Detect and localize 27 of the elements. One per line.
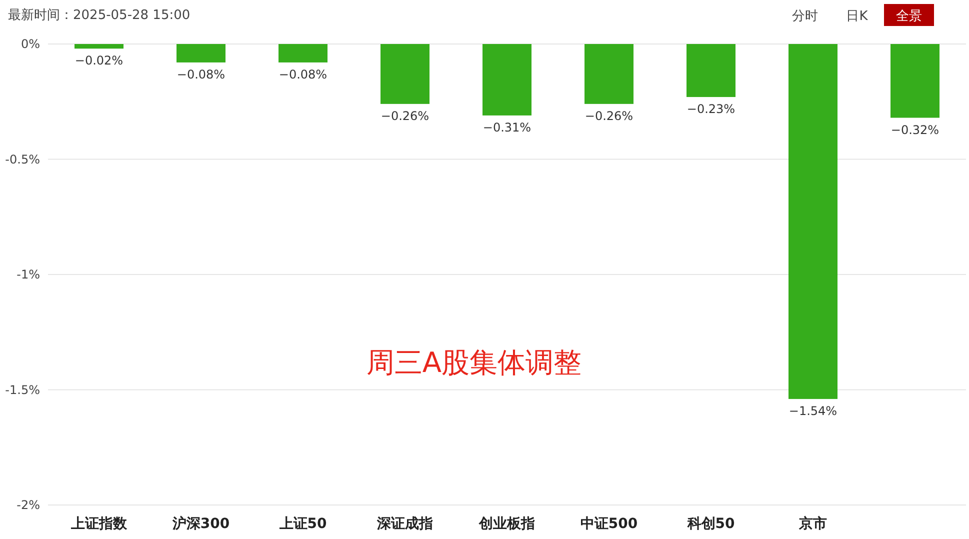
data-label: −0.26% <box>380 108 430 123</box>
data-label: −0.08% <box>176 67 226 82</box>
x-tick-label: 上证50 <box>278 516 327 532</box>
data-label: −0.31% <box>482 120 532 134</box>
data-label: −0.02% <box>74 54 124 68</box>
annotation: 周三A股集体调整 <box>366 346 582 379</box>
text: 分时 <box>792 9 818 24</box>
data-label: −0.26% <box>584 108 634 123</box>
data-label: −0.23% <box>686 102 736 116</box>
text: 全景 <box>896 9 922 24</box>
text: 日K <box>846 9 868 24</box>
data-label: −0.08% <box>278 67 328 82</box>
x-tick-label: 京市 <box>798 515 827 532</box>
chart-title: 最新时间：2025-05-28 15:00 <box>8 8 190 23</box>
y-tick-label: -0.5% <box>5 152 40 166</box>
x-tick-label: 深证成指 <box>376 516 433 532</box>
y-tick-label: -1.5% <box>5 382 40 397</box>
x-tick-label: 科创50 <box>686 516 735 532</box>
data-label: −1.54% <box>788 404 838 418</box>
y-tick-label: -1% <box>16 268 40 282</box>
data-label: −0.32% <box>890 122 940 137</box>
x-tick-label: 沪深300 <box>171 515 230 532</box>
x-tick-label: 上证指数 <box>70 516 128 532</box>
x-tick-label: 创业板指 <box>478 516 535 532</box>
y-tick-label: 0% <box>20 37 40 51</box>
x-tick-label: 中证500 <box>580 516 638 532</box>
y-tick-label: -2% <box>16 498 40 512</box>
